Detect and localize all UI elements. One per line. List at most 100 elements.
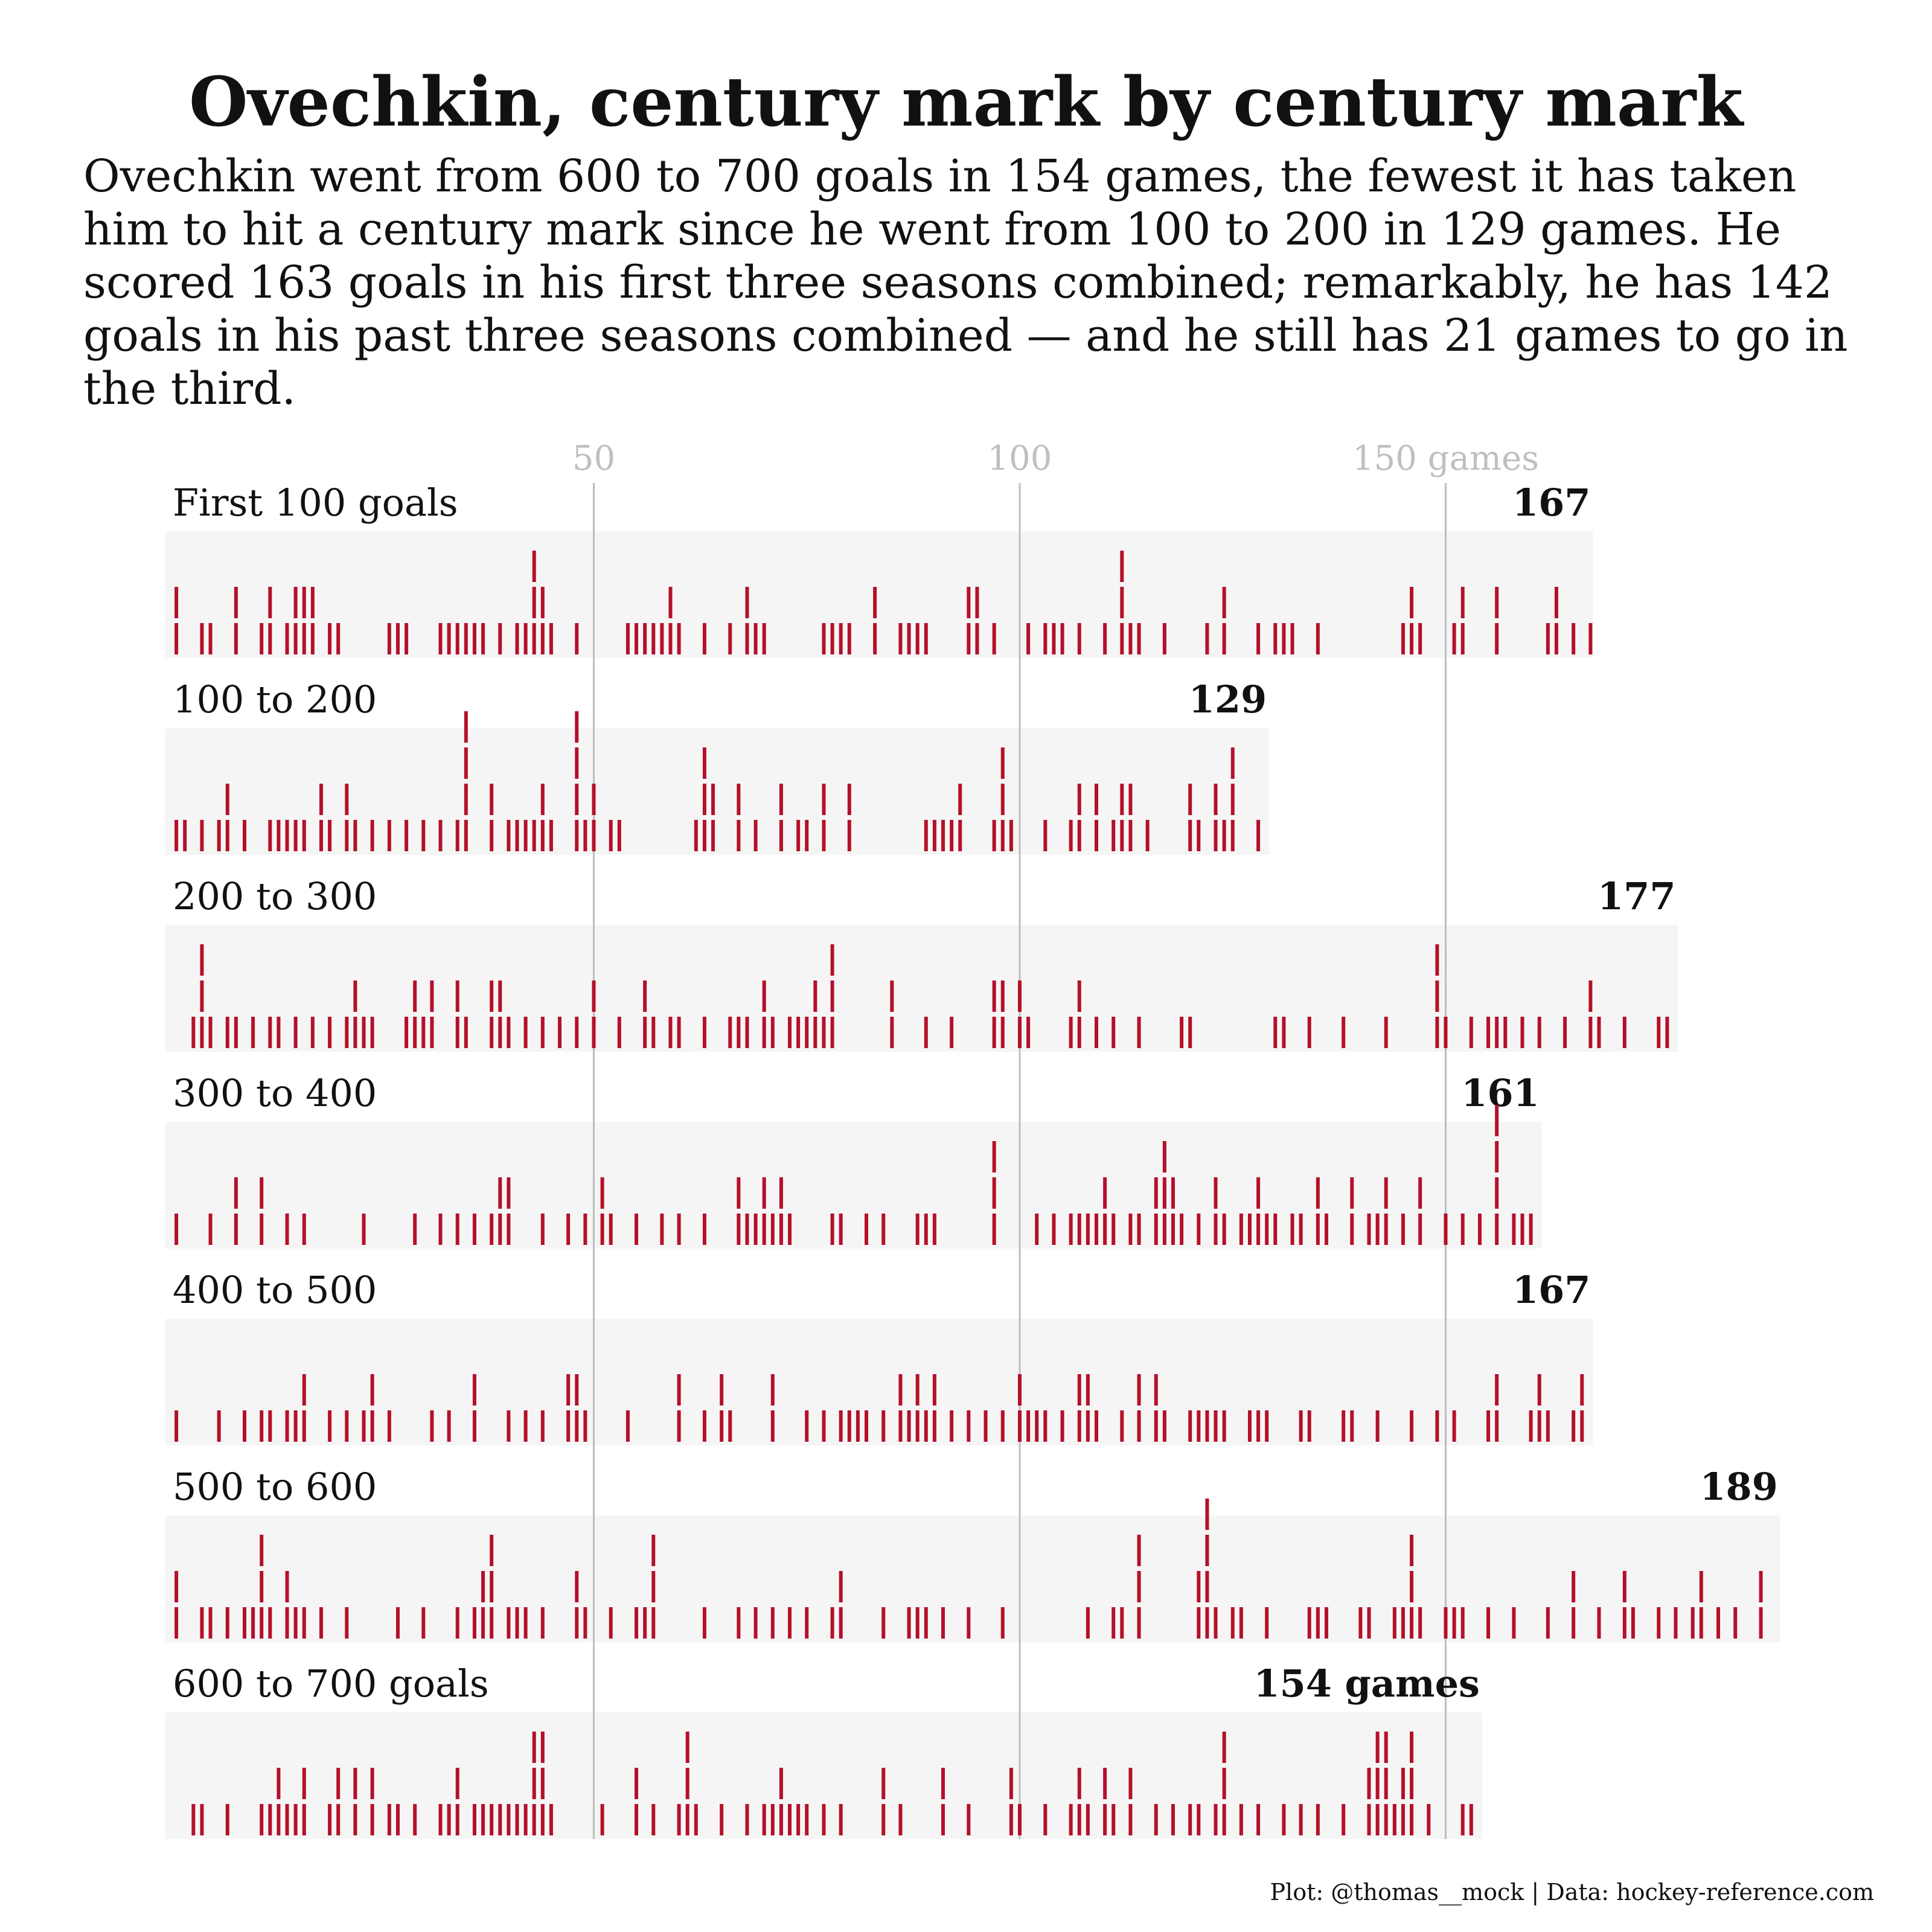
goal-tick	[1529, 1410, 1533, 1442]
goal-tick	[592, 820, 596, 851]
goal-tick	[1214, 1607, 1218, 1639]
goal-tick	[472, 623, 476, 654]
goal-tick	[720, 1410, 724, 1442]
goal-tick	[941, 1607, 945, 1639]
goal-tick	[1580, 1374, 1584, 1406]
goal-tick	[1546, 1410, 1550, 1442]
panel-games-total: 167	[1512, 481, 1590, 525]
goal-tick	[302, 623, 306, 654]
goal-tick	[268, 820, 272, 851]
goal-tick	[1120, 551, 1124, 582]
goal-tick	[1035, 1214, 1039, 1245]
goal-tick	[268, 623, 272, 654]
goal-tick	[174, 1410, 179, 1442]
goal-tick	[1077, 623, 1081, 654]
goal-tick	[745, 623, 749, 654]
panel-label: 400 to 500	[173, 1268, 377, 1312]
goal-tick	[1077, 1374, 1081, 1406]
goal-tick	[1009, 1768, 1013, 1799]
goal-tick	[191, 1804, 196, 1835]
panel-band	[165, 1319, 1593, 1445]
goal-tick	[1205, 1499, 1209, 1530]
goal-tick	[830, 980, 834, 1012]
goal-tick	[728, 623, 732, 654]
goal-tick	[575, 623, 579, 654]
goal-tick	[1171, 1214, 1175, 1245]
panel-band	[165, 728, 1270, 855]
goal-tick	[464, 784, 468, 815]
goal-tick	[532, 1732, 536, 1763]
goal-tick	[260, 1607, 264, 1639]
goal-tick	[523, 623, 528, 654]
goal-tick	[1410, 587, 1414, 618]
goal-tick	[617, 1017, 621, 1048]
goal-tick	[1205, 1571, 1209, 1602]
goal-tick	[1316, 1804, 1320, 1835]
goal-tick	[302, 1410, 306, 1442]
goal-tick	[490, 980, 494, 1012]
goal-tick	[1120, 587, 1124, 618]
goal-tick	[1214, 1214, 1218, 1245]
goal-tick	[277, 1017, 281, 1048]
goal-tick	[643, 1607, 647, 1639]
goal-tick	[507, 1607, 511, 1639]
panel-games-total: 189	[1700, 1465, 1777, 1509]
goal-tick	[625, 623, 630, 654]
goal-tick	[293, 820, 298, 851]
goal-tick	[762, 1177, 766, 1209]
goal-tick	[1026, 1017, 1031, 1048]
goal-tick	[200, 1017, 204, 1048]
goal-tick	[898, 623, 903, 654]
goal-tick	[225, 784, 229, 815]
goal-tick	[268, 1017, 272, 1048]
goal-tick	[1052, 1214, 1056, 1245]
goal-tick	[515, 820, 519, 851]
goal-tick	[1230, 784, 1235, 815]
goal-tick	[285, 1607, 289, 1639]
goal-tick	[472, 1607, 476, 1639]
goal-tick	[242, 820, 246, 851]
goal-tick	[1520, 1017, 1524, 1048]
goal-tick	[575, 820, 579, 851]
goal-tick	[890, 980, 894, 1012]
goal-tick	[234, 1017, 238, 1048]
goal-tick	[1299, 1410, 1303, 1442]
panel-band	[165, 531, 1593, 658]
goal-tick	[1086, 1214, 1090, 1245]
goal-tick	[830, 1017, 834, 1048]
goal-tick	[1026, 1410, 1031, 1442]
goal-tick	[1222, 1804, 1226, 1835]
goal-tick	[1444, 1214, 1448, 1245]
goal-tick	[1077, 1214, 1081, 1245]
goal-tick	[293, 1410, 298, 1442]
goal-tick	[575, 711, 579, 743]
goal-tick	[924, 623, 928, 654]
goal-tick	[1043, 623, 1048, 654]
goal-tick	[592, 1017, 596, 1048]
goal-tick	[1495, 623, 1499, 654]
goal-tick	[1000, 1410, 1005, 1442]
goal-tick	[1043, 1410, 1048, 1442]
goal-tick	[1120, 623, 1124, 654]
goal-tick	[1265, 1607, 1269, 1639]
goal-tick	[1103, 1177, 1107, 1209]
goal-tick	[242, 1607, 246, 1639]
goal-tick	[1222, 587, 1226, 618]
goal-tick	[455, 1214, 459, 1245]
goal-tick	[1256, 623, 1261, 654]
goal-tick	[830, 623, 834, 654]
goal-tick	[967, 1804, 971, 1835]
goal-tick	[319, 820, 323, 851]
goal-tick	[1265, 1410, 1269, 1442]
goal-tick	[490, 1017, 494, 1048]
goal-tick	[490, 1804, 494, 1835]
goal-tick	[302, 820, 306, 851]
goal-tick	[881, 1607, 886, 1639]
goal-tick	[208, 1607, 213, 1639]
goal-tick	[1410, 1607, 1414, 1639]
goal-tick	[183, 820, 187, 851]
goal-tick	[200, 623, 204, 654]
goal-tick	[635, 1804, 639, 1835]
goal-tick	[302, 587, 306, 618]
panel-games-total: 167	[1512, 1268, 1590, 1312]
